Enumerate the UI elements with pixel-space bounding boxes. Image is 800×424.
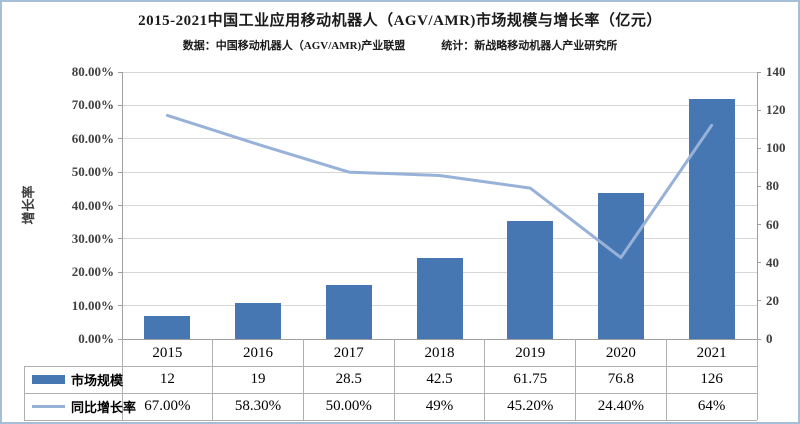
table-v-border bbox=[575, 339, 577, 420]
h-gridline bbox=[122, 171, 757, 173]
table-cell: 12 bbox=[159, 371, 175, 387]
right-axis-tick bbox=[757, 185, 761, 187]
right-axis-tick bbox=[757, 147, 761, 149]
year-label-2018: 2018 bbox=[424, 345, 455, 361]
table-v-border bbox=[212, 339, 214, 420]
left-axis-tick-label: 50.00% bbox=[71, 164, 114, 180]
table-h-border bbox=[24, 392, 757, 394]
chart-title: 2015-2021中国工业应用移动机器人（AGV/AMR)市场规模与增长率（亿元… bbox=[138, 13, 662, 29]
left-axis-tick-label: 40.00% bbox=[71, 197, 114, 213]
right-axis-tick bbox=[757, 262, 761, 264]
year-label-2017: 2017 bbox=[333, 345, 364, 361]
right-axis-tick bbox=[757, 109, 761, 111]
left-axis-tick-label: 20.00% bbox=[71, 264, 114, 280]
left-axis-tick bbox=[118, 205, 122, 206]
left-axis-tick bbox=[118, 338, 122, 340]
legend-market-size: 市场规模 bbox=[32, 366, 124, 393]
bar-2021 bbox=[688, 98, 735, 339]
left-axis-tick-label: 10.00% bbox=[71, 297, 114, 313]
bar-2016 bbox=[235, 302, 282, 339]
bar-series-swatch bbox=[32, 375, 65, 384]
left-axis-tick-label: 30.00% bbox=[71, 230, 114, 246]
left-axis-tick bbox=[118, 171, 122, 173]
left-axis-tick bbox=[118, 238, 122, 240]
line-series-swatch bbox=[32, 405, 65, 408]
bar-2015 bbox=[144, 316, 191, 339]
right-axis-tick-label: 0 bbox=[766, 331, 773, 346]
right-axis-tick-label: 40 bbox=[766, 254, 779, 270]
bar-2020 bbox=[597, 192, 644, 339]
right-axis-tick bbox=[757, 300, 761, 302]
table-cell: 58.30% bbox=[234, 398, 282, 414]
table-h-border bbox=[24, 365, 757, 367]
chart-subtitle: 数据：中国移动机器人（AGV/AMR)产业联盟 统计：新战略移动机器人产业研究所 bbox=[2, 37, 798, 53]
left-axis-tick-label: 80.00% bbox=[71, 64, 114, 79]
table-v-border bbox=[665, 339, 667, 420]
h-gridline bbox=[122, 71, 757, 73]
left-axis-tick bbox=[118, 71, 122, 73]
right-axis-line bbox=[757, 72, 758, 339]
table-cell: 64% bbox=[697, 398, 726, 414]
table-v-border bbox=[484, 339, 486, 420]
right-axis-tick bbox=[757, 338, 761, 340]
bar-2017 bbox=[325, 284, 372, 339]
table-h-border bbox=[24, 419, 757, 421]
left-axis-tick bbox=[118, 104, 122, 106]
legend-label: 市场规模 bbox=[71, 373, 124, 388]
right-axis-tick-label: 80 bbox=[766, 178, 779, 194]
subtitle-data-source: 数据：中国移动机器人（AGV/AMR)产业联盟 bbox=[182, 40, 406, 52]
right-axis-tick-label: 120 bbox=[766, 102, 786, 118]
left-axis-tick-label: 0.00% bbox=[78, 331, 114, 346]
left-axis-tick bbox=[118, 305, 122, 307]
table-legend-left-border bbox=[24, 366, 25, 420]
year-label-2020: 2020 bbox=[605, 345, 636, 361]
table-v-border bbox=[756, 339, 758, 420]
right-axis-tick bbox=[757, 224, 761, 226]
h-gridline bbox=[122, 238, 757, 240]
year-label-2021: 2021 bbox=[696, 345, 727, 361]
right-axis-tick bbox=[757, 71, 761, 73]
legend-growth-rate: 同比增长率 bbox=[32, 393, 136, 420]
table-cell: 49% bbox=[425, 398, 454, 414]
table-cell: 28.5 bbox=[335, 371, 362, 387]
year-label-2016: 2016 bbox=[243, 345, 274, 361]
h-gridline bbox=[122, 104, 757, 106]
left-axis-tick bbox=[118, 271, 122, 273]
table-cell: 67.00% bbox=[144, 398, 191, 414]
table-cell: 42.5 bbox=[426, 371, 453, 387]
table-v-border bbox=[302, 339, 304, 420]
left-axis-line bbox=[122, 72, 123, 339]
table-cell: 50.00% bbox=[325, 398, 372, 414]
right-axis-tick-label: 140 bbox=[766, 64, 786, 79]
h-gridline bbox=[122, 338, 757, 340]
table-cell: 45.20% bbox=[507, 398, 554, 414]
year-label-2015: 2015 bbox=[152, 345, 183, 361]
table-cell: 126 bbox=[700, 371, 723, 387]
table-cell: 24.40% bbox=[597, 398, 645, 414]
table-v-border bbox=[393, 339, 395, 420]
year-label-2019: 2019 bbox=[515, 345, 546, 361]
subtitle-statistics-source: 统计：新战略移动机器人产业研究所 bbox=[441, 40, 618, 52]
right-axis-tick-label: 60 bbox=[766, 216, 779, 232]
table-cell: 76.8 bbox=[607, 371, 635, 387]
h-gridline bbox=[122, 205, 757, 206]
bar-2018 bbox=[416, 257, 463, 339]
bar-2019 bbox=[507, 221, 554, 339]
table-v-border bbox=[121, 339, 123, 420]
left-axis-tick-label: 60.00% bbox=[71, 130, 114, 146]
table-cell: 61.75 bbox=[513, 371, 548, 387]
table-cell: 19 bbox=[250, 371, 266, 387]
right-axis-tick-label: 20 bbox=[766, 292, 779, 308]
left-axis-tick-label: 70.00% bbox=[71, 97, 114, 113]
legend-label: 同比增长率 bbox=[71, 400, 137, 415]
right-axis-tick-label: 100 bbox=[766, 140, 786, 156]
left-axis-tick bbox=[118, 138, 122, 140]
h-gridline bbox=[122, 138, 757, 140]
